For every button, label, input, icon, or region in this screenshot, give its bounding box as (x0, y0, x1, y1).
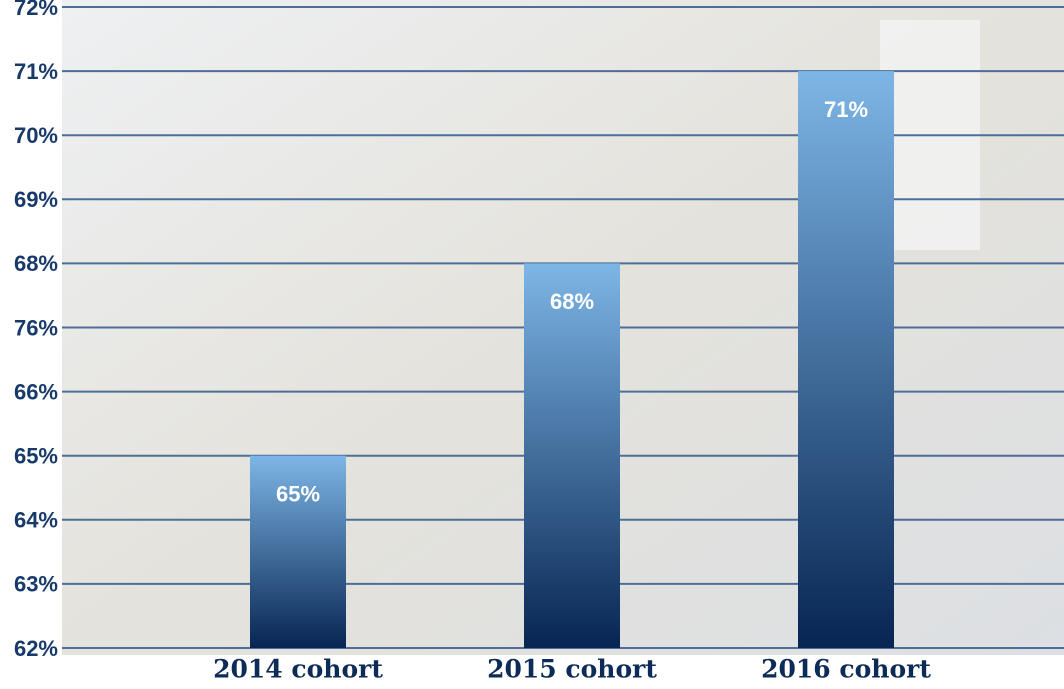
y-tick-label: 72% (14, 0, 58, 20)
y-tick-label: 65% (14, 444, 58, 469)
y-tick-label: 66% (14, 379, 58, 404)
value-label: 65% (276, 482, 320, 507)
bar (524, 263, 620, 648)
y-tick-label: 64% (14, 508, 58, 533)
x-tick-label: 2015 cohort (487, 655, 657, 684)
x-tick-label: 2014 cohort (213, 655, 383, 684)
value-label: 71% (824, 97, 868, 122)
y-tick-label: 68% (14, 251, 58, 276)
y-tick-label: 63% (14, 572, 58, 597)
y-tick-label: 69% (14, 187, 58, 212)
y-tick-label: 62% (14, 636, 58, 661)
bar (798, 71, 894, 649)
x-tick-label: 2016 cohort (761, 655, 931, 684)
y-tick-label: 76% (14, 315, 58, 340)
value-label: 68% (550, 289, 594, 314)
bar (250, 455, 346, 648)
y-tick-label: 71% (14, 59, 58, 84)
y-tick-label: 70% (14, 123, 58, 148)
